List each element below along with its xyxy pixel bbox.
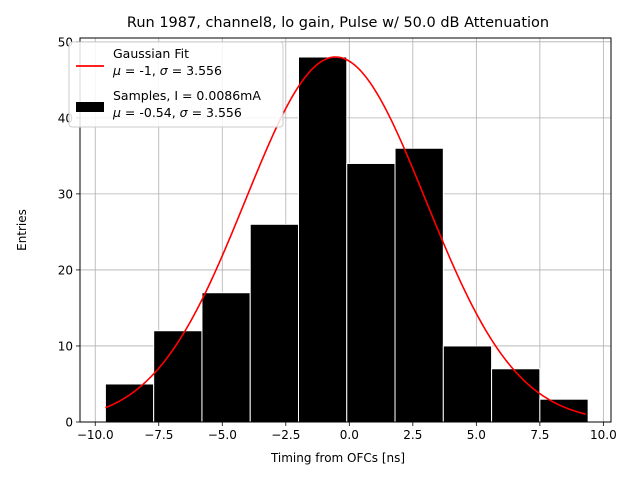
legend-stat-text: = -1, [121,63,160,78]
histogram-bars [104,56,589,423]
histogram-bar [297,56,348,423]
y-tick-label: 30 [58,187,73,201]
histogram-bar [346,162,396,423]
x-tick-label: −5.0 [208,428,237,442]
axes-frame [79,37,612,423]
legend-box [68,41,284,128]
legend-stat-symbol: μ [112,105,121,120]
x-tick-label: 2.5 [403,428,422,442]
histogram-bar [153,330,203,423]
histogram-bar [491,368,541,423]
x-tick-label: 10.0 [590,428,617,442]
legend-stat-symbol: μ [112,63,121,78]
chart-title: Run 1987, channel8, lo gain, Pulse w/ 50… [127,15,549,31]
y-tick-label: 10 [58,339,73,353]
x-tick-label: 7.5 [530,428,549,442]
histogram-bar [249,223,299,423]
legend-entry-stats: μ = -0.54, σ = 3.556 [112,105,242,120]
histogram-bar [201,292,251,423]
legend-stat-text: = 3.556 [168,63,222,78]
fit-curve-group [105,56,586,415]
y-tick-label: 20 [58,263,73,277]
histogram-bar [442,345,493,423]
legend-stat-text: = -0.54, [121,105,180,120]
x-axis-ticks: −10.0 −7.5 −5.0 −2.5 0.0 2.5 5.0 7.5 10.0 [77,422,617,442]
legend-stat-text: = 3.556 [188,105,242,120]
y-tick-label: 0 [65,416,73,430]
x-tick-label: −7.5 [144,428,173,442]
histogram-bar [539,398,589,423]
legend-entry-label: Samples, I = 0.0086mA [113,88,261,103]
legend: Gaussian Fit μ = -1, σ = 3.556 Samples, I … [68,41,284,128]
gaussian-fit-curve [105,56,586,415]
y-axis-label: Entries [15,209,29,251]
legend-entry-label: Gaussian Fit [113,46,189,61]
x-tick-label: −10.0 [77,428,114,442]
x-tick-label: −2.5 [271,428,300,442]
x-tick-label: 5.0 [467,428,486,442]
histogram-bar [104,383,155,423]
histogram-bar [394,147,444,423]
x-tick-label: 0.0 [340,428,359,442]
x-axis-label: Timing from OFCs [ns] [270,451,405,465]
legend-samples-swatch [76,102,104,112]
legend-stat-symbol: σ [160,63,169,78]
legend-stat-symbol: σ [180,105,189,120]
legend-entry-stats: μ = -1, σ = 3.556 [112,63,222,78]
